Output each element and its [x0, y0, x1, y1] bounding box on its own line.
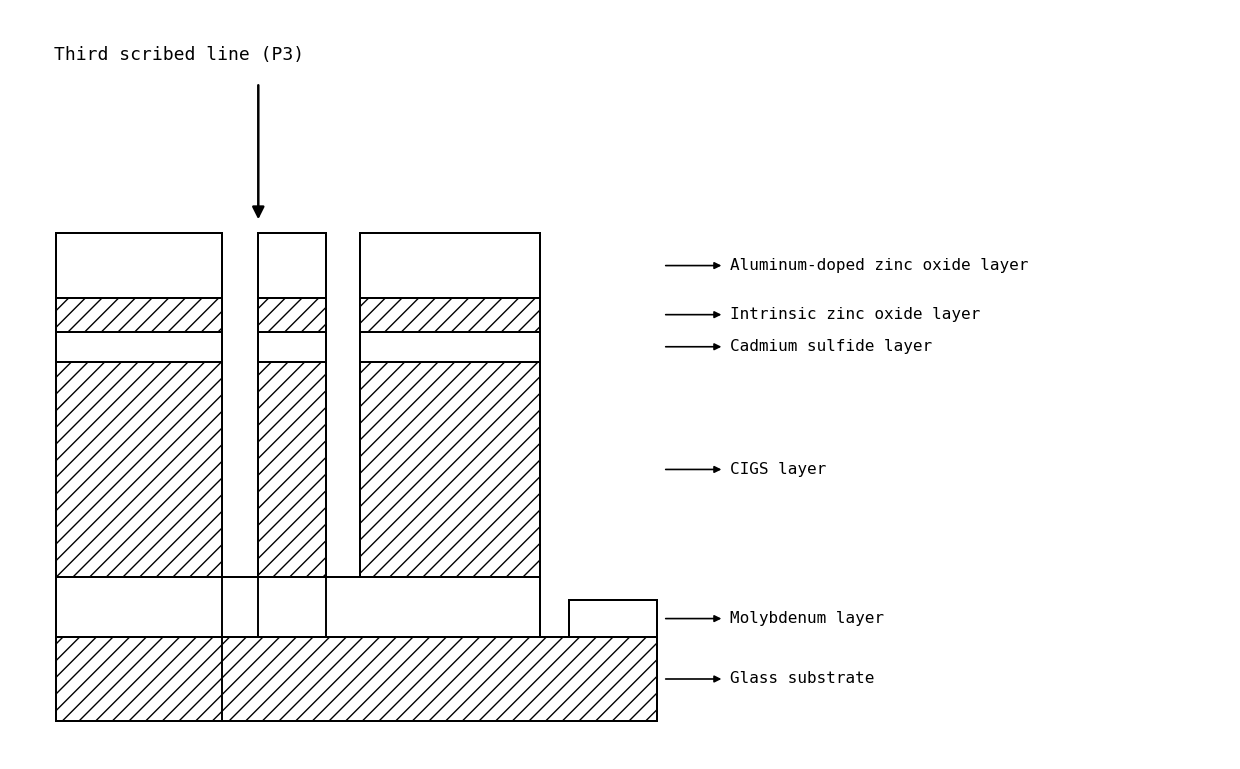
Bar: [56, 331, 222, 362]
Bar: [568, 600, 657, 638]
Bar: [258, 234, 326, 638]
Text: Cadmium sulfide layer: Cadmium sulfide layer: [730, 339, 932, 355]
Bar: [360, 234, 541, 298]
Bar: [568, 600, 657, 638]
Bar: [258, 298, 326, 331]
Bar: [56, 577, 541, 638]
Text: Intrinsic zinc oxide layer: Intrinsic zinc oxide layer: [730, 307, 981, 322]
Bar: [56, 362, 222, 577]
Text: Third scribed line (P3): Third scribed line (P3): [53, 45, 304, 64]
Bar: [258, 234, 326, 298]
Text: Molybdenum layer: Molybdenum layer: [730, 611, 884, 626]
Bar: [258, 362, 326, 577]
Bar: [360, 362, 541, 577]
Text: Glass substrate: Glass substrate: [730, 671, 874, 687]
Bar: [56, 638, 657, 721]
Bar: [360, 234, 541, 577]
Text: Aluminum-doped zinc oxide layer: Aluminum-doped zinc oxide layer: [730, 258, 1029, 273]
Bar: [360, 331, 541, 362]
Text: CIGS layer: CIGS layer: [730, 462, 827, 477]
Bar: [360, 298, 541, 331]
Bar: [56, 298, 222, 331]
Bar: [258, 331, 326, 362]
Bar: [56, 577, 541, 638]
Bar: [56, 234, 222, 298]
Bar: [56, 234, 222, 721]
Bar: [56, 638, 657, 721]
